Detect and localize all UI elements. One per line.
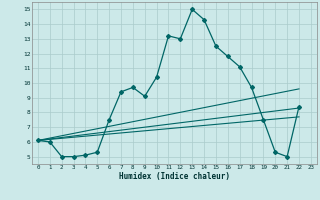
X-axis label: Humidex (Indice chaleur): Humidex (Indice chaleur): [119, 172, 230, 181]
